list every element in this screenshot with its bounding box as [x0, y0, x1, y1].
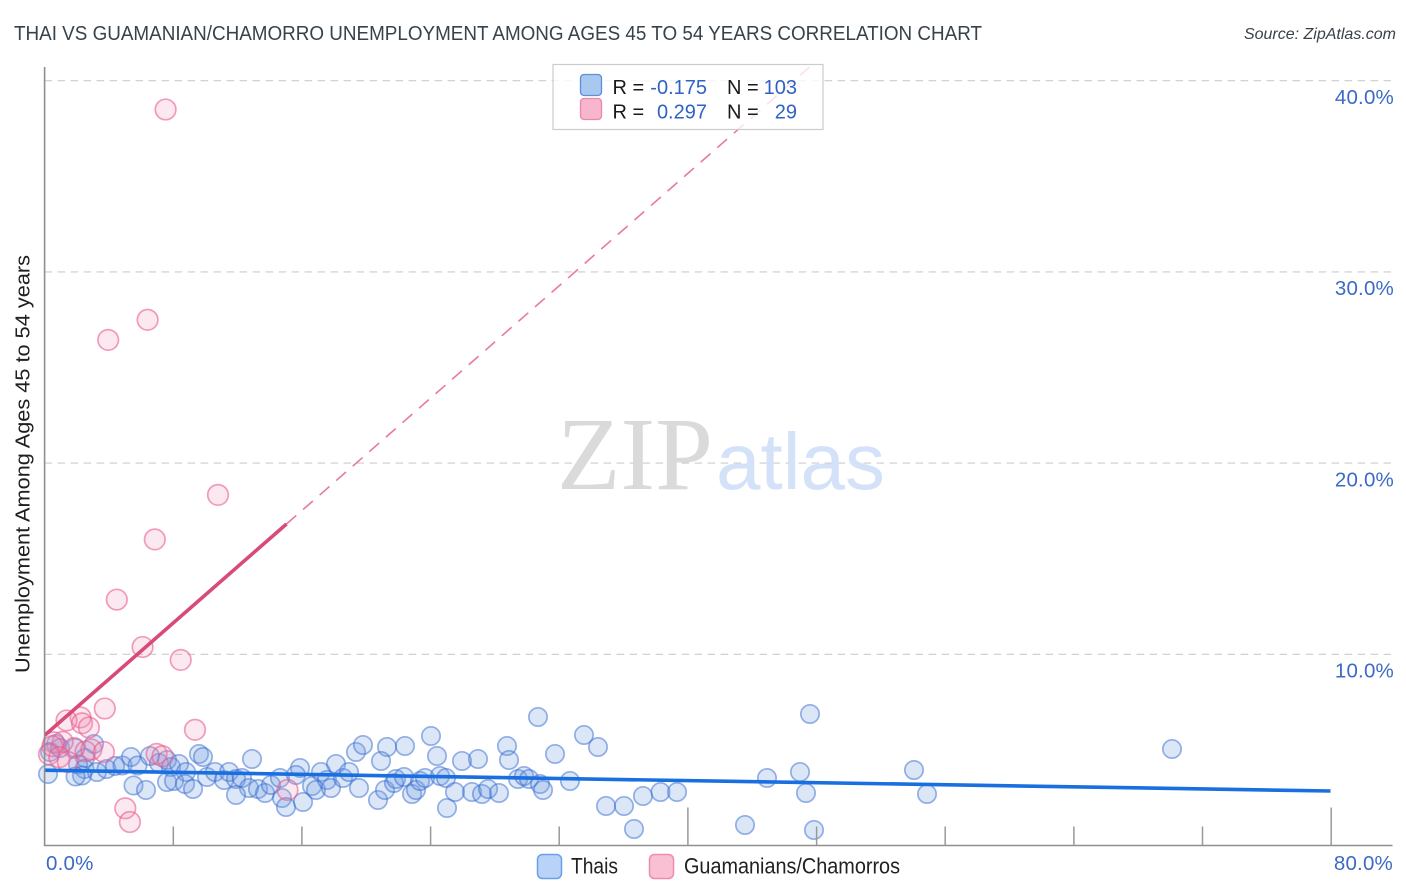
- svg-text:30.0%: 30.0%: [1335, 277, 1394, 300]
- svg-text:N =: N =: [727, 77, 759, 99]
- svg-text:103: 103: [764, 77, 797, 99]
- svg-text:R =: R =: [613, 77, 645, 99]
- svg-text:20.0%: 20.0%: [1335, 469, 1394, 492]
- svg-text:40.0%: 40.0%: [1335, 86, 1394, 109]
- svg-text:ZIP: ZIP: [557, 397, 713, 512]
- svg-text:80.0%: 80.0%: [1334, 852, 1393, 875]
- svg-text:Thais: Thais: [571, 854, 618, 879]
- svg-text:Guamanians/Chamorros: Guamanians/Chamorros: [684, 854, 900, 879]
- svg-text:Source: ZipAtlas.com: Source: ZipAtlas.com: [1244, 26, 1396, 43]
- svg-text:-0.175: -0.175: [650, 77, 707, 99]
- svg-text:0.0%: 0.0%: [46, 852, 94, 875]
- svg-text:29: 29: [775, 101, 797, 123]
- svg-text:0.297: 0.297: [657, 101, 707, 123]
- svg-text:10.0%: 10.0%: [1335, 660, 1394, 683]
- svg-text:R =: R =: [613, 101, 645, 123]
- svg-text:N =: N =: [727, 101, 759, 123]
- svg-text:Unemployment Among Ages 45 to: Unemployment Among Ages 45 to 54 years: [13, 255, 35, 673]
- svg-text:THAI VS GUAMANIAN/CHAMORRO UNE: THAI VS GUAMANIAN/CHAMORRO UNEMPLOYMENT …: [14, 23, 982, 45]
- svg-text:atlas: atlas: [716, 417, 885, 506]
